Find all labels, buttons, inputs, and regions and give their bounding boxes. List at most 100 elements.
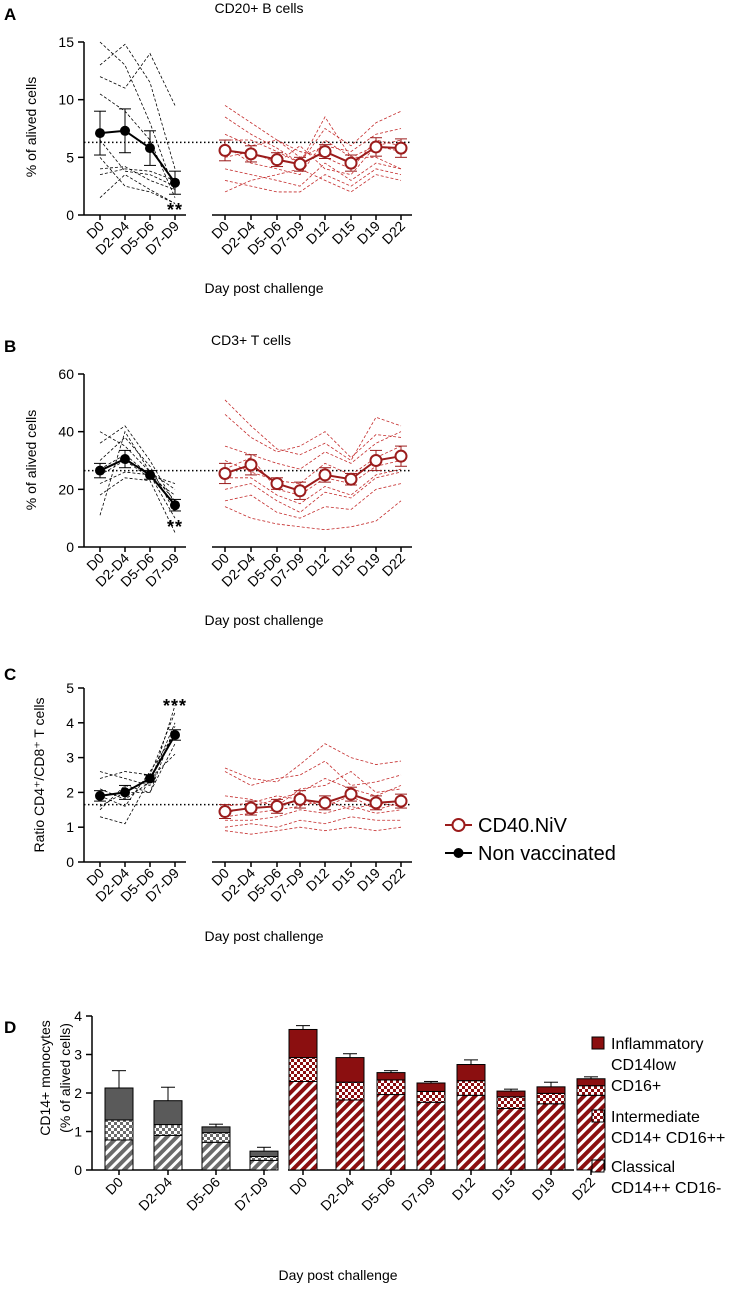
y-tick-label: 1 bbox=[74, 1124, 82, 1140]
bar-segment bbox=[288, 1057, 318, 1082]
bar-segment bbox=[576, 1085, 606, 1096]
bar-segment bbox=[153, 1124, 183, 1136]
individual-line-v bbox=[224, 760, 402, 786]
data-point bbox=[120, 454, 130, 465]
individual-line-nv bbox=[99, 712, 176, 779]
panel-letter-d: D bbox=[4, 1018, 16, 1037]
individual-line-v bbox=[225, 116, 402, 164]
legend-label-line2: CD14+ CD16++ bbox=[611, 1130, 725, 1147]
individual-line-nv bbox=[99, 436, 176, 513]
x-tick-label: D19 bbox=[354, 550, 384, 580]
bar-segment bbox=[536, 1086, 566, 1094]
individual-line-nv bbox=[99, 43, 176, 169]
x-tick-label: D19 bbox=[354, 865, 384, 895]
y-axis-label: % of alived cells bbox=[23, 77, 39, 177]
data-point bbox=[293, 484, 307, 498]
bar-segment bbox=[496, 1090, 526, 1098]
bar-segment bbox=[104, 1087, 134, 1121]
individual-line-v bbox=[224, 431, 402, 470]
bar-segment bbox=[104, 1139, 134, 1171]
bar-segment bbox=[335, 1057, 365, 1083]
individual-line-v bbox=[224, 483, 402, 519]
legend-swatch bbox=[591, 1036, 605, 1050]
legend-label-line3: CD16+ bbox=[611, 1078, 661, 1095]
bar-segment bbox=[249, 1156, 279, 1161]
x-tick-label: D15 bbox=[329, 218, 359, 248]
x-tick-label: D22 bbox=[379, 550, 409, 580]
individual-line-nv bbox=[99, 93, 176, 198]
bar-segment bbox=[456, 1094, 486, 1171]
x-tick-label: D15 bbox=[329, 550, 359, 580]
data-point bbox=[318, 796, 332, 810]
legend-item-inflammatory: Inflammatory CD14low CD16+ bbox=[591, 1036, 703, 1095]
bar-segment bbox=[416, 1082, 446, 1092]
bar-segment bbox=[335, 1099, 365, 1171]
data-point bbox=[244, 147, 258, 161]
legend-label: CD40.NiV bbox=[478, 815, 568, 837]
data-point bbox=[218, 805, 232, 819]
legend-label-line1: Intermediate bbox=[611, 1109, 700, 1126]
data-point bbox=[120, 787, 130, 798]
x-axis-label: Day post challenge bbox=[204, 928, 323, 944]
legend-marker bbox=[451, 818, 466, 832]
y-tick-label: 10 bbox=[58, 92, 74, 108]
individual-line-nv bbox=[99, 733, 176, 807]
data-point bbox=[369, 796, 383, 810]
legend-item-classical: Classical CD14++ CD16- bbox=[591, 1159, 721, 1197]
x-tick-label: D12 bbox=[303, 550, 333, 580]
bar-segment bbox=[104, 1119, 134, 1141]
x-tick-label: D2-D4 bbox=[135, 1174, 175, 1214]
y-tick-label: 1 bbox=[66, 819, 74, 835]
individual-line-nv bbox=[99, 431, 176, 490]
data-point bbox=[218, 143, 232, 157]
individual-line-v bbox=[224, 795, 402, 811]
y-tick-label: 15 bbox=[58, 34, 74, 50]
individual-line-v bbox=[224, 826, 402, 835]
data-point bbox=[95, 790, 105, 801]
y-tick-label: 5 bbox=[66, 149, 74, 165]
y-tick-label: 0 bbox=[66, 854, 74, 870]
y-tick-label: 20 bbox=[58, 481, 74, 497]
individual-line-nv bbox=[99, 430, 176, 516]
x-tick-label: D19 bbox=[529, 1174, 559, 1204]
bar-segment bbox=[376, 1072, 406, 1081]
individual-line-v bbox=[224, 445, 402, 484]
x-tick-label: D12 bbox=[449, 1174, 479, 1204]
x-tick-label: D5-D6 bbox=[358, 1174, 398, 1214]
x-tick-label: D2-D4 bbox=[317, 1174, 357, 1214]
individual-line-nv bbox=[99, 52, 176, 106]
data-point bbox=[145, 469, 155, 480]
individual-line-nv bbox=[99, 425, 176, 504]
panel-c-cd4-cd8-ratio: C Ratio CD4⁺/CD8⁺ T cells Day post chall… bbox=[4, 665, 616, 944]
data-point bbox=[344, 472, 358, 486]
legend-marker bbox=[453, 848, 464, 858]
data-point bbox=[244, 801, 258, 815]
individual-line-nv bbox=[99, 471, 176, 519]
panel-letter-c: C bbox=[4, 665, 16, 684]
data-point bbox=[170, 729, 180, 740]
legend-swatch bbox=[591, 1109, 605, 1123]
legend-item-cd40-niv: CD40.NiV bbox=[445, 815, 568, 837]
bar-segment bbox=[288, 1080, 318, 1171]
bar-segment bbox=[456, 1080, 486, 1096]
y-tick-label: 2 bbox=[74, 1085, 82, 1101]
data-point bbox=[369, 140, 383, 154]
data-point bbox=[293, 792, 307, 806]
x-tick-label: D12 bbox=[303, 865, 333, 895]
y-axis-label-line1: CD14+ monocytes bbox=[37, 1020, 53, 1136]
bar-segment bbox=[416, 1090, 446, 1103]
legend-main: CD40.NiV Non vaccinated bbox=[445, 815, 616, 865]
bar-segment bbox=[576, 1078, 606, 1087]
x-tick-label: D22 bbox=[379, 865, 409, 895]
x-tick-label: D19 bbox=[354, 218, 384, 248]
bar-segment bbox=[536, 1103, 566, 1171]
data-point bbox=[318, 468, 332, 482]
individual-line-nv bbox=[99, 726, 176, 811]
x-tick-label: D22 bbox=[379, 218, 409, 248]
data-point bbox=[270, 477, 284, 491]
individual-line-nv bbox=[99, 753, 176, 825]
individual-line-nv bbox=[99, 41, 176, 193]
